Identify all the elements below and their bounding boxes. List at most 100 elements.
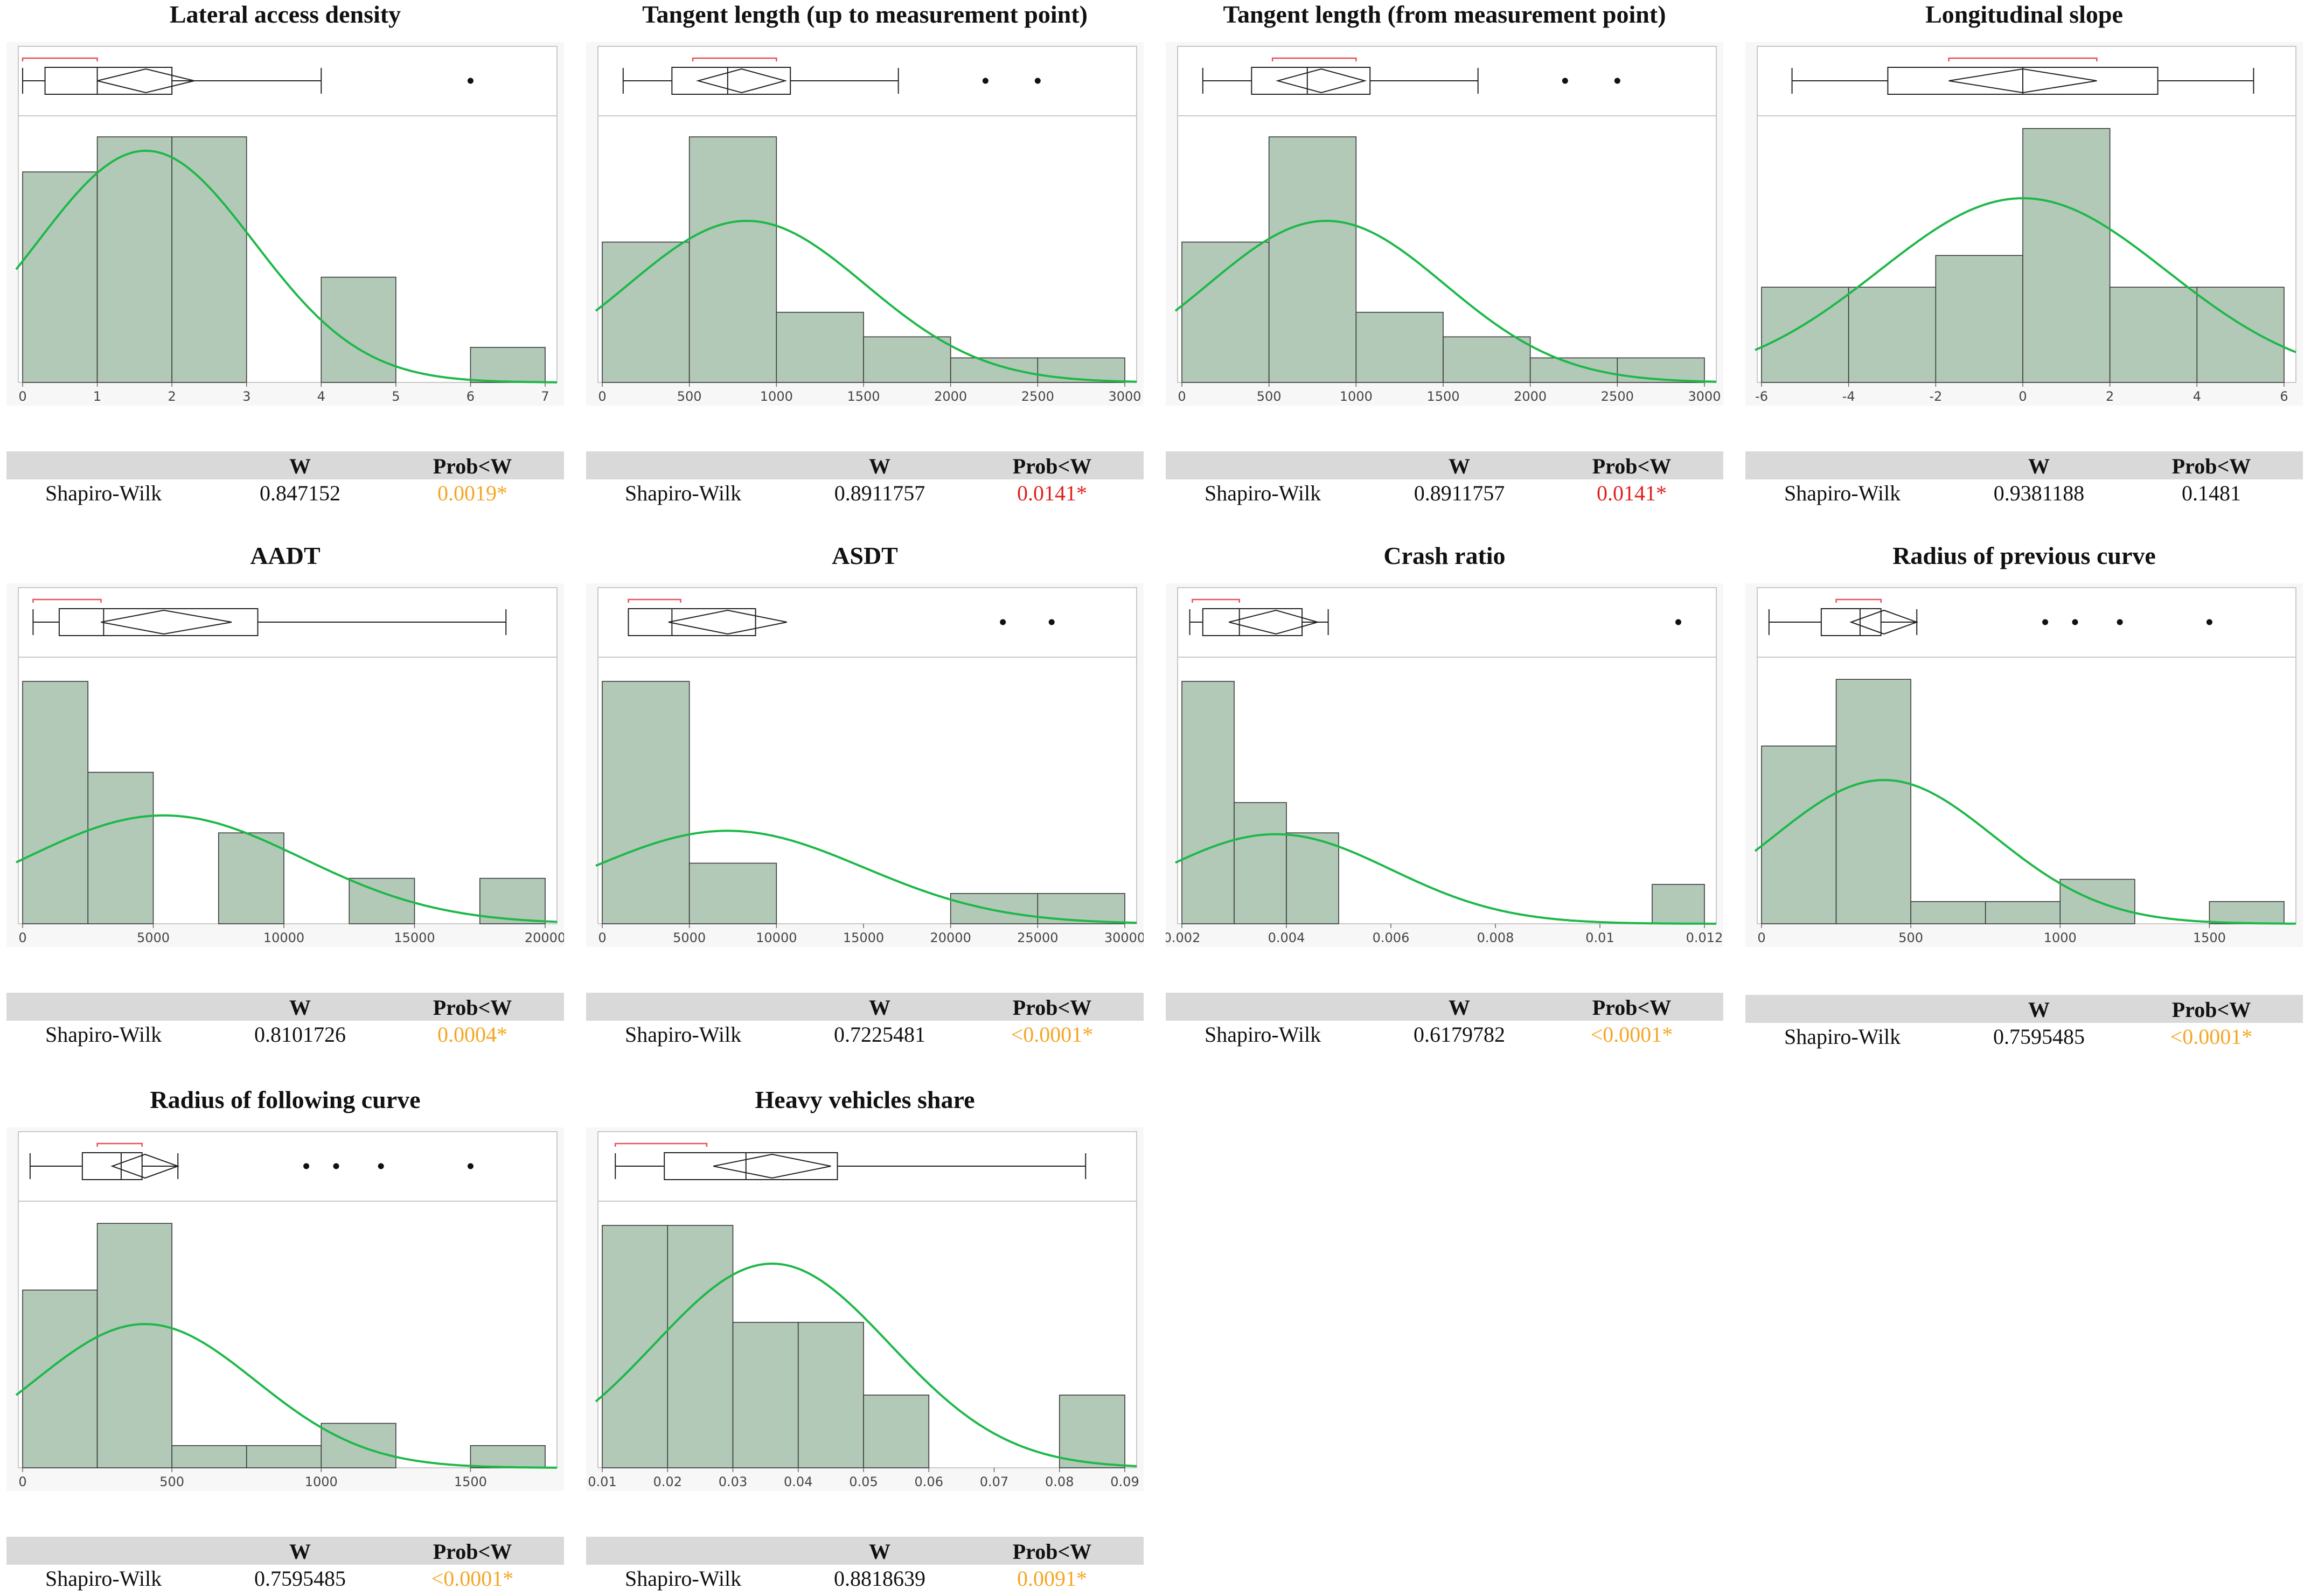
x-tick-label: 1500 [454,1474,487,1489]
x-tick-label: 500 [159,1474,184,1489]
x-tick-label: 0.04 [784,1474,812,1489]
test-name: Shapiro-Wilk [45,1566,162,1591]
x-tick-label: 0.004 [1268,930,1305,945]
stats-header: W Prob<W [6,993,564,1021]
x-tick-label: 0.01 [1585,930,1614,945]
chart-plot: 0 5000 10000 15000 20000 [6,583,564,947]
histogram-bars [1181,136,1705,383]
x-tick-label: 0 [1178,389,1186,404]
w-value: 0.8101726 [254,1022,346,1047]
x-tick-label: -6 [1755,389,1768,404]
outlier-point [467,78,474,84]
header-w: W [289,454,311,478]
box-plot [32,598,507,636]
x-axis: 0.01 0.02 0.03 0.04 0.05 0.06 0.07 0.08 0.09 [588,1468,1139,1489]
outlier-point [982,78,989,84]
histogram-bar [22,681,89,924]
x-tick-label: 0.08 [1045,1474,1074,1489]
chart-title: Radius of previous curve [1892,542,2156,569]
x-tick-label: 0 [598,930,606,945]
test-name: Shapiro-Wilk [45,1022,162,1047]
x-tick-label: 1000 [305,1474,338,1489]
histogram-bar [797,1322,864,1468]
histogram-bar [1935,255,2023,383]
histogram-bar [950,357,1039,383]
header-w: W [2028,454,2050,478]
stats-row: Shapiro-Wilk 0.8818639 0.0091* [586,1565,1144,1594]
stats-row: Shapiro-Wilk 0.9381188 0.1481 [1745,479,2303,508]
histogram-bar [96,136,172,383]
x-tick-label: 0 [18,930,26,945]
w-value: 0.8818639 [834,1566,925,1591]
stats-header: W Prob<W [1745,995,2303,1023]
normal-curve [16,814,558,923]
x-tick-label: 1000 [2044,930,2077,945]
x-tick-label: 2500 [1601,389,1634,404]
stats-header: W Prob<W [586,1537,1144,1565]
x-tick-label: 1500 [1426,389,1459,404]
x-tick-label: 25000 [1017,930,1058,945]
mean-diamond [110,1153,180,1179]
test-name: Shapiro-Wilk [625,1566,742,1591]
shortest-half-bracket [628,598,681,603]
chart-title: Lateral access density [169,1,401,28]
x-axis: 0 500 1000 1500 2000 2500 3000 [1178,382,1721,404]
outlier-point [1675,619,1681,625]
outlier-point [378,1163,384,1169]
p-value: 0.1481 [2182,481,2241,505]
x-tick-label: 6 [2280,389,2288,404]
iqr-box [1202,608,1303,636]
stats-header: W Prob<W [1745,451,2303,479]
header-w: W [289,995,311,1020]
histogram-bar [1910,901,1986,924]
header-w: W [869,1539,890,1564]
box-plot [1189,598,1681,636]
normal-curve [1754,779,2296,925]
x-tick-label: 20000 [930,930,971,945]
x-tick-label: 0.06 [915,1474,943,1489]
outlier-point [1034,78,1041,84]
header-prob: Prob<W [2171,454,2251,478]
header-w: W [289,1539,311,1564]
p-value: 0.0004* [437,1022,507,1047]
w-value: 0.6179782 [1414,1022,1505,1047]
chart-title: Crash ratio [1383,542,1506,569]
chart-title: ASDT [832,542,898,569]
shortest-half-bracket [615,1142,708,1147]
histogram-bars [22,136,546,383]
header-w: W [1449,995,1470,1020]
normal-curve [15,149,557,384]
x-axis: 0.002 0.004 0.006 0.008 0.01 0.012 [1166,924,1723,945]
x-tick-label: 0.09 [1110,1474,1139,1489]
x-axis: 0 500 1000 1500 [1757,924,2226,945]
w-value: 0.8911757 [1414,481,1505,505]
histogram-bar [470,347,546,383]
box-plot [1768,598,2212,636]
p-value: 0.0091* [1017,1566,1087,1591]
normal-curve [595,830,1137,924]
p-value: <0.0001* [1011,1022,1094,1047]
shortest-half-bracket [32,598,102,603]
w-value: 0.8911757 [834,481,925,505]
chart-plot: 0 500 1000 1500 2000 2500 3000 [586,42,1144,406]
w-value: 0.7225481 [834,1022,925,1047]
x-tick-label: 1500 [2193,930,2226,945]
x-tick-label: -2 [1929,389,1942,404]
chart-plot: -6 -4 -2 0 2 4 6 [1745,42,2303,406]
header-prob: Prob<W [2171,998,2251,1022]
chart-plot: 0.002 0.004 0.006 0.008 0.01 0.012 [1166,583,1723,947]
x-tick-label: 30000 [1104,930,1144,945]
box-plot [628,598,1055,636]
test-name: Shapiro-Wilk [45,481,162,505]
test-name: Shapiro-Wilk [625,481,742,505]
p-value: 0.0141* [1597,481,1667,505]
chart-title: AADT [250,542,321,569]
histogram-bar [171,1445,247,1468]
p-value: <0.0001* [2170,1024,2253,1049]
x-tick-label: 15000 [394,930,435,945]
mean-diamond [1229,609,1320,635]
shortest-half-bracket [22,57,98,61]
stats-header: W Prob<W [586,451,1144,479]
x-tick-label: 10000 [756,930,797,945]
chart-plot: 0 500 1000 1500 [6,1127,564,1491]
